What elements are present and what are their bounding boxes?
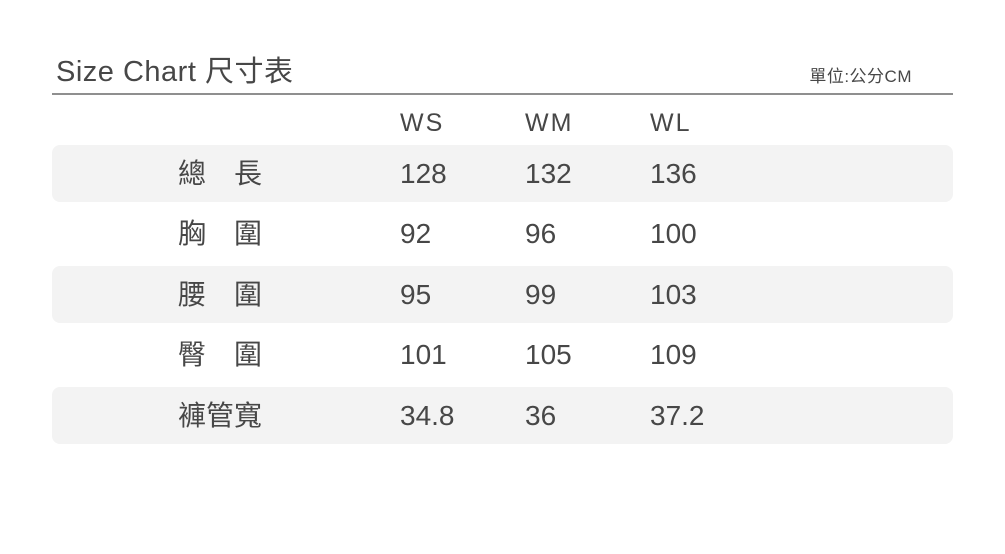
table-header-row: WS WM WL (52, 95, 953, 145)
size-value: 109 (650, 339, 697, 370)
size-value: 105 (525, 339, 572, 370)
chart-header: Size Chart 尺寸表 單位:公分CM (52, 54, 953, 90)
size-value: 36 (525, 399, 557, 431)
unit-note: 單位:公分CM (809, 67, 912, 86)
row-label: 總長 (52, 157, 400, 189)
row-label-text: 臀圍 (178, 339, 262, 370)
size-value: 100 (650, 218, 697, 249)
page-title: Size Chart 尺寸表 (56, 56, 294, 88)
column-header-ws: WS (400, 108, 445, 137)
row-label-text: 褲管寬 (178, 399, 263, 431)
size-value: 92 (400, 218, 432, 249)
table-row: 胸圍 92 96 100 (52, 202, 953, 266)
size-value: 103 (650, 278, 697, 310)
table-row: 總長 128 132 136 (52, 145, 953, 202)
table-row: 褲管寬 34.8 36 37.2 (52, 387, 953, 444)
row-label: 臀圍 (52, 341, 400, 369)
size-value: 95 (400, 278, 432, 310)
size-value: 37.2 (650, 399, 705, 431)
table-body: 總長 128 132 136 胸圍 92 96 100 腰圍 95 99 103 臀圍 101 105 109… (52, 145, 953, 444)
row-label: 腰圍 (52, 278, 400, 310)
row-label-text: 腰圍 (178, 278, 262, 310)
row-label: 胸圍 (52, 220, 400, 248)
table-row: 腰圍 95 99 103 (52, 266, 953, 323)
size-value: 128 (400, 157, 447, 189)
size-chart-panel: Size Chart 尺寸表 單位:公分CM WS WM WL 總長 128 132… (52, 54, 953, 444)
column-header-wl: WL (650, 108, 692, 137)
row-label: 褲管寬 (52, 399, 400, 431)
column-header-wm: WM (525, 108, 574, 137)
size-table: WS WM WL 總長 128 132 136 胸圍 92 96 100 腰圍 95 99 103 臀圍… (52, 95, 953, 444)
header-divider (52, 93, 953, 95)
size-value: 96 (525, 218, 557, 249)
row-label-text: 總長 (178, 157, 262, 189)
size-value: 101 (400, 339, 447, 370)
size-value: 34.8 (400, 399, 455, 431)
row-label-text: 胸圍 (178, 218, 262, 249)
size-value: 99 (525, 278, 557, 310)
size-value: 132 (525, 157, 572, 189)
size-value: 136 (650, 157, 697, 189)
table-row: 臀圍 101 105 109 (52, 323, 953, 387)
